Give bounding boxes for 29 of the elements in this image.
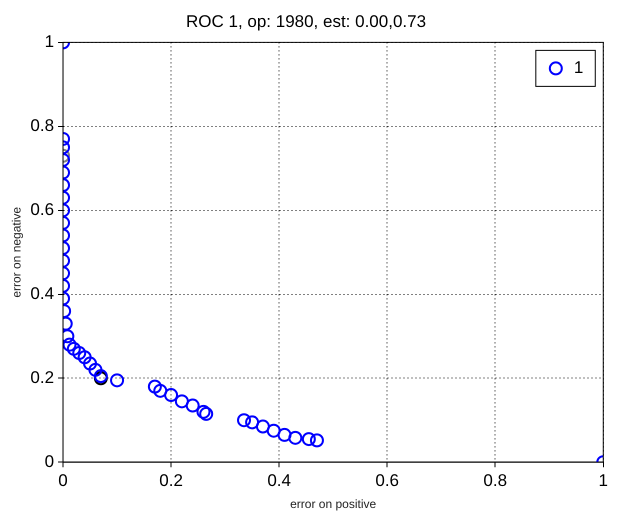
point	[199, 406, 214, 421]
point	[266, 424, 281, 438]
chart-title: ROC 1, op: 1980, est: 0.00,0.73	[186, 12, 426, 31]
y-tick-label: 0	[44, 452, 54, 471]
y-tick-label: 0.6	[30, 200, 54, 220]
x-tick-label: 0	[58, 471, 68, 490]
point	[310, 433, 324, 448]
y-axis-title: error on negative	[10, 206, 24, 298]
point	[237, 413, 252, 428]
point	[256, 420, 270, 434]
legend-label: 1	[574, 58, 584, 78]
point	[196, 404, 210, 419]
point	[174, 394, 189, 408]
x-tick-label: 0.2	[159, 471, 183, 490]
point	[302, 432, 316, 446]
y-tick-label: 0.8	[30, 116, 54, 136]
x-tick-label: 0.6	[375, 471, 399, 490]
point	[164, 388, 178, 402]
x-tick-label: 0.8	[483, 471, 508, 490]
point	[186, 398, 200, 413]
x-tick-label: 0.4	[267, 471, 291, 490]
point	[245, 415, 260, 430]
point	[288, 430, 302, 445]
y-tick-label: 1	[44, 32, 54, 52]
x-axis-title: error on positive	[290, 497, 376, 512]
x-tick-label: 1	[598, 471, 608, 490]
y-tick-label: 0.2	[30, 368, 54, 387]
point	[278, 428, 292, 442]
y-tick-label: 0.4	[30, 284, 54, 303]
